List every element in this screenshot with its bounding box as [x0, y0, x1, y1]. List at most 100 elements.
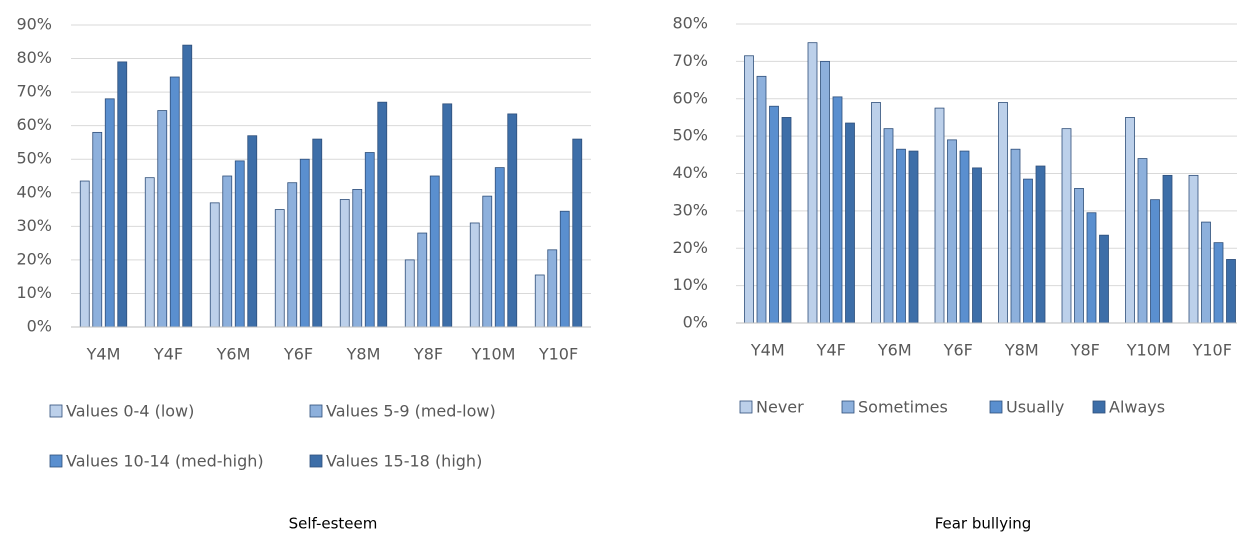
- bar: [908, 150, 919, 324]
- x-tick-label: Y4M: [750, 341, 785, 360]
- bar: [896, 148, 906, 324]
- bar: [998, 102, 1008, 324]
- bar: [769, 105, 779, 324]
- bar: [1188, 174, 1199, 324]
- bar: [534, 274, 545, 328]
- y-tick-label: 80%: [16, 48, 52, 67]
- y-tick-label: 50%: [16, 149, 52, 168]
- legend-label: Sometimes: [858, 398, 948, 417]
- legend-label: Values 0-4 (low): [66, 402, 194, 421]
- bar: [117, 61, 128, 328]
- y-tick-label: 10%: [16, 283, 52, 302]
- legend-swatch: [1092, 400, 1106, 414]
- bar: [442, 103, 453, 328]
- bar: [947, 139, 957, 324]
- bar: [234, 160, 245, 328]
- legend-swatch: [309, 404, 323, 418]
- legend-label: Values 5-9 (med-low): [326, 402, 496, 421]
- bar: [157, 110, 168, 328]
- bar: [299, 158, 310, 328]
- legend-label: Never: [756, 398, 804, 417]
- bar: [104, 98, 115, 328]
- bar: [1201, 221, 1211, 324]
- y-tick-label: 40%: [672, 163, 708, 182]
- bar: [756, 75, 767, 324]
- bar: [417, 232, 428, 328]
- bar: [572, 138, 583, 328]
- bar: [469, 222, 480, 328]
- x-tick-label: Y10F: [538, 345, 578, 364]
- bar: [883, 128, 894, 324]
- bar: [1162, 174, 1173, 324]
- legend-swatch: [739, 400, 753, 414]
- x-tick-label: Y6M: [216, 345, 251, 364]
- bar: [1226, 259, 1236, 324]
- bar: [559, 210, 570, 328]
- bar: [209, 202, 220, 328]
- legend-swatch: [49, 404, 63, 418]
- y-tick-label: 40%: [16, 182, 52, 201]
- x-tick-label: Y8M: [1004, 341, 1039, 360]
- y-tick-label: 60%: [672, 88, 708, 107]
- bar: [1213, 242, 1224, 324]
- x-tick-label: Y6F: [283, 345, 313, 364]
- bar: [352, 189, 363, 328]
- bar: [1010, 148, 1021, 324]
- bar: [1137, 158, 1148, 324]
- y-tick-label: 50%: [672, 126, 708, 145]
- bar: [1023, 178, 1033, 324]
- bar: [871, 102, 881, 324]
- x-tick-label: Y4F: [816, 341, 846, 360]
- bar: [845, 122, 855, 324]
- x-tick-label: Y4F: [153, 345, 183, 364]
- x-tick-label: Y10F: [1192, 341, 1232, 360]
- legend-label: Values 15-18 (high): [326, 452, 482, 471]
- bar: [744, 55, 754, 324]
- bar: [1099, 234, 1109, 324]
- bar: [1125, 117, 1135, 324]
- legend-label: Usually: [1006, 398, 1064, 417]
- legend-swatch: [49, 454, 63, 468]
- x-tick-label: Y10M: [1126, 341, 1171, 360]
- x-tick-label: Y6F: [943, 341, 973, 360]
- y-tick-label: 0%: [27, 317, 52, 336]
- x-tick-label: Y6M: [877, 341, 912, 360]
- y-tick-label: 60%: [16, 115, 52, 134]
- bar: [404, 259, 415, 328]
- bar: [144, 177, 155, 328]
- y-tick-label: 90%: [16, 15, 52, 34]
- y-tick-label: 20%: [16, 249, 52, 268]
- bar: [429, 175, 440, 328]
- bar: [1035, 165, 1046, 324]
- bar: [832, 96, 843, 324]
- legend-label: Values 10-14 (med-high): [66, 452, 264, 471]
- bar: [92, 131, 103, 328]
- bar: [959, 150, 970, 324]
- y-tick-label: 20%: [672, 238, 708, 257]
- bar: [169, 76, 180, 328]
- bar: [377, 101, 388, 328]
- bar: [934, 107, 945, 324]
- bar: [972, 167, 982, 324]
- chart-title: Fear bullying: [935, 515, 1032, 533]
- bar: [222, 175, 233, 328]
- x-tick-label: Y8M: [346, 345, 381, 364]
- x-tick-label: Y8F: [413, 345, 443, 364]
- bar: [494, 167, 505, 328]
- bar: [807, 42, 818, 324]
- bar: [312, 138, 323, 328]
- chart-title: Self-esteem: [289, 515, 378, 533]
- bar: [1150, 199, 1160, 324]
- bar: [1086, 212, 1097, 324]
- bar: [781, 117, 792, 324]
- bar: [507, 113, 518, 328]
- legend-label: Always: [1109, 398, 1165, 417]
- legend-swatch: [989, 400, 1003, 414]
- x-tick-label: Y8F: [1070, 341, 1100, 360]
- y-tick-label: 10%: [672, 275, 708, 294]
- bar: [79, 180, 90, 328]
- y-tick-label: 80%: [672, 14, 708, 33]
- bar: [339, 199, 350, 328]
